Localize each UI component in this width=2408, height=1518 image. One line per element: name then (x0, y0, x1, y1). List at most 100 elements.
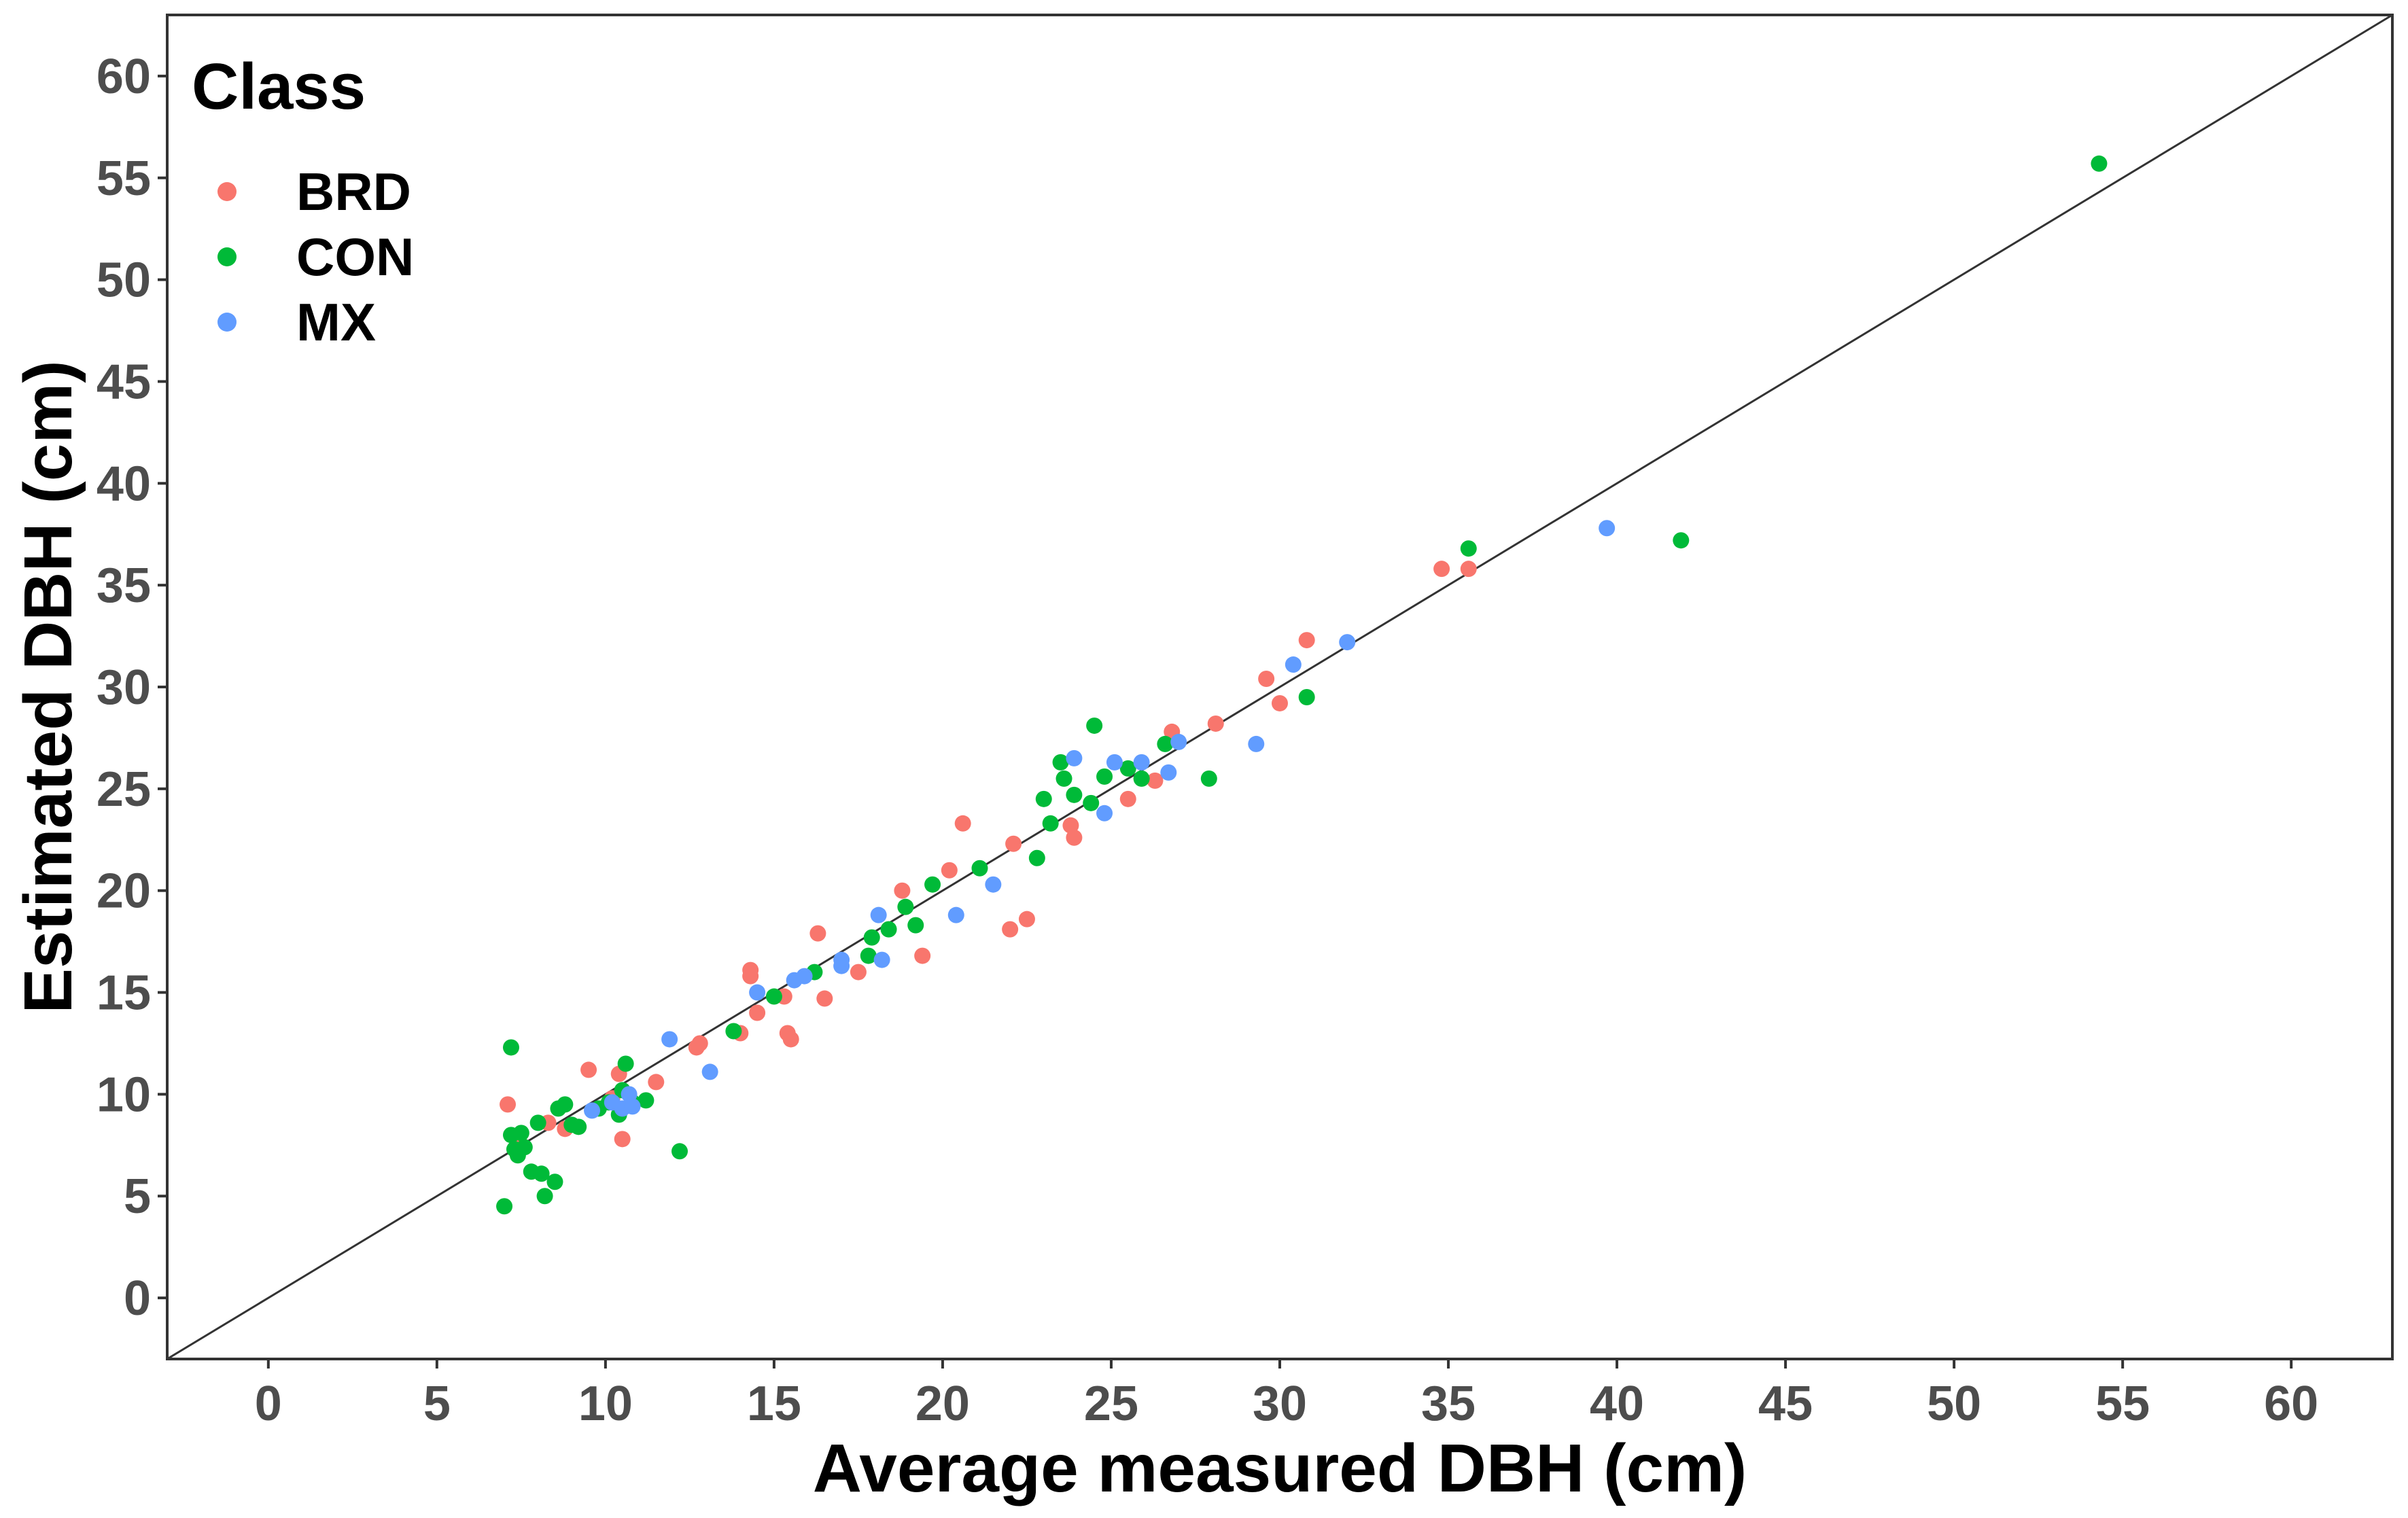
point-mx (833, 951, 850, 968)
point-brd (782, 1031, 799, 1048)
y-axis-title: Estimated DBH (cm) (10, 360, 86, 1013)
point-con (1673, 532, 1690, 549)
y-tick-label: 40 (97, 457, 151, 511)
point-brd (1119, 790, 1136, 807)
point-brd (580, 1061, 597, 1078)
point-brd (1460, 561, 1477, 578)
point-con (529, 1114, 546, 1131)
y-tick-label: 45 (97, 355, 151, 409)
point-con (863, 929, 880, 946)
point-con (725, 1023, 742, 1040)
point-con (512, 1125, 529, 1142)
point-mx (621, 1086, 638, 1103)
point-con (536, 1188, 553, 1205)
point-brd (1272, 694, 1288, 711)
legend: Class BRD CON MX (192, 50, 414, 352)
x-tick-label: 45 (1758, 1377, 1813, 1431)
data-points (496, 155, 2108, 1215)
one-to-one-line (167, 14, 2393, 1360)
x-tick-label: 60 (2264, 1377, 2318, 1431)
point-con (638, 1092, 655, 1109)
y-tick-label: 35 (97, 559, 151, 613)
point-con (570, 1118, 587, 1135)
point-brd (1018, 911, 1035, 928)
point-con (880, 921, 897, 938)
point-con (1035, 790, 1052, 807)
point-con (516, 1139, 533, 1156)
y-tick-label: 25 (97, 762, 151, 817)
point-brd (500, 1096, 517, 1113)
point-con (496, 1198, 513, 1215)
x-tick-label: 50 (1927, 1377, 1981, 1431)
point-mx (661, 1031, 678, 1048)
point-con (1157, 735, 1174, 752)
point-mx (1248, 735, 1265, 752)
point-brd (648, 1074, 665, 1091)
point-con (1096, 768, 1113, 785)
point-brd (1433, 561, 1450, 578)
point-con (1298, 688, 1315, 705)
point-con (1119, 760, 1136, 777)
x-tick-label: 5 (423, 1377, 451, 1431)
point-brd (1258, 671, 1275, 688)
point-con (1042, 815, 1059, 832)
point-con (907, 917, 924, 934)
point-con (1028, 849, 1045, 866)
x-tick-label: 10 (578, 1377, 633, 1431)
y-tick-label: 10 (97, 1067, 151, 1122)
point-mx (1096, 805, 1113, 822)
legend-key-con (217, 247, 237, 266)
point-brd (1066, 829, 1083, 846)
point-brd (816, 990, 833, 1007)
point-mx (1170, 733, 1187, 750)
point-con (2091, 155, 2108, 172)
x-tick-label: 25 (1084, 1377, 1138, 1431)
legend-label-mx: MX (296, 292, 376, 352)
point-brd (1298, 632, 1315, 649)
point-brd (809, 925, 826, 942)
point-mx (1106, 754, 1123, 771)
y-tick-label: 30 (97, 660, 151, 715)
point-mx (624, 1098, 641, 1115)
point-con (1052, 754, 1069, 771)
legend-title: Class (192, 50, 366, 123)
point-brd (1207, 715, 1224, 732)
point-mx (749, 984, 766, 1001)
x-tick-label: 15 (747, 1377, 801, 1431)
y-tick-label: 5 (124, 1169, 151, 1224)
point-con (765, 988, 782, 1005)
legend-label-con: CON (296, 227, 414, 287)
point-con (1086, 717, 1103, 734)
point-con (1055, 770, 1072, 787)
x-tick-label: 30 (1253, 1377, 1307, 1431)
point-con (1133, 770, 1150, 787)
point-con (1083, 794, 1100, 811)
point-mx (1339, 634, 1356, 651)
point-mx (1066, 749, 1083, 766)
point-con (1066, 786, 1083, 803)
point-con (671, 1143, 688, 1160)
point-mx (947, 906, 964, 923)
legend-key-mx (217, 313, 237, 332)
point-brd (688, 1039, 705, 1056)
y-tick-label: 0 (124, 1271, 151, 1326)
point-mx (796, 968, 813, 985)
point-mx (873, 951, 890, 968)
point-brd (749, 1004, 766, 1021)
point-brd (1005, 835, 1022, 852)
point-mx (1285, 656, 1302, 673)
point-mx (870, 906, 887, 923)
point-brd (894, 882, 911, 899)
point-mx (1599, 520, 1616, 537)
legend-key-brd (217, 182, 237, 201)
y-tick-label: 50 (97, 253, 151, 308)
y-tick-label: 20 (97, 864, 151, 919)
x-tick-label: 40 (1590, 1377, 1644, 1431)
y-tick-label: 55 (97, 152, 151, 206)
point-brd (954, 815, 971, 832)
point-brd (941, 862, 958, 879)
y-tick-label: 60 (97, 50, 151, 104)
y-tick-label: 15 (97, 966, 151, 1021)
reference-line-group (167, 14, 2393, 1360)
